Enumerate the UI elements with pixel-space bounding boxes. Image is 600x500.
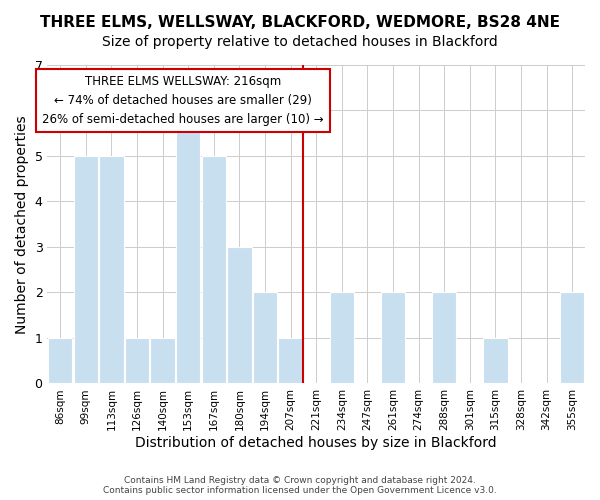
Bar xyxy=(125,338,149,384)
Bar xyxy=(74,156,98,384)
Bar xyxy=(202,156,226,384)
X-axis label: Distribution of detached houses by size in Blackford: Distribution of detached houses by size … xyxy=(136,436,497,450)
Bar xyxy=(278,338,303,384)
Bar xyxy=(560,292,584,384)
Bar xyxy=(151,338,175,384)
Bar xyxy=(483,338,508,384)
Text: THREE ELMS, WELLSWAY, BLACKFORD, WEDMORE, BS28 4NE: THREE ELMS, WELLSWAY, BLACKFORD, WEDMORE… xyxy=(40,15,560,30)
Text: Size of property relative to detached houses in Blackford: Size of property relative to detached ho… xyxy=(102,35,498,49)
Bar xyxy=(329,292,354,384)
Bar xyxy=(432,292,457,384)
Bar xyxy=(48,338,73,384)
Bar xyxy=(99,156,124,384)
Text: Contains HM Land Registry data © Crown copyright and database right 2024.
Contai: Contains HM Land Registry data © Crown c… xyxy=(103,476,497,495)
Text: THREE ELMS WELLSWAY: 216sqm
← 74% of detached houses are smaller (29)
26% of sem: THREE ELMS WELLSWAY: 216sqm ← 74% of det… xyxy=(42,75,324,126)
Bar xyxy=(381,292,405,384)
Bar xyxy=(176,110,200,384)
Y-axis label: Number of detached properties: Number of detached properties xyxy=(15,115,29,334)
Bar xyxy=(253,292,277,384)
Bar xyxy=(227,247,251,384)
